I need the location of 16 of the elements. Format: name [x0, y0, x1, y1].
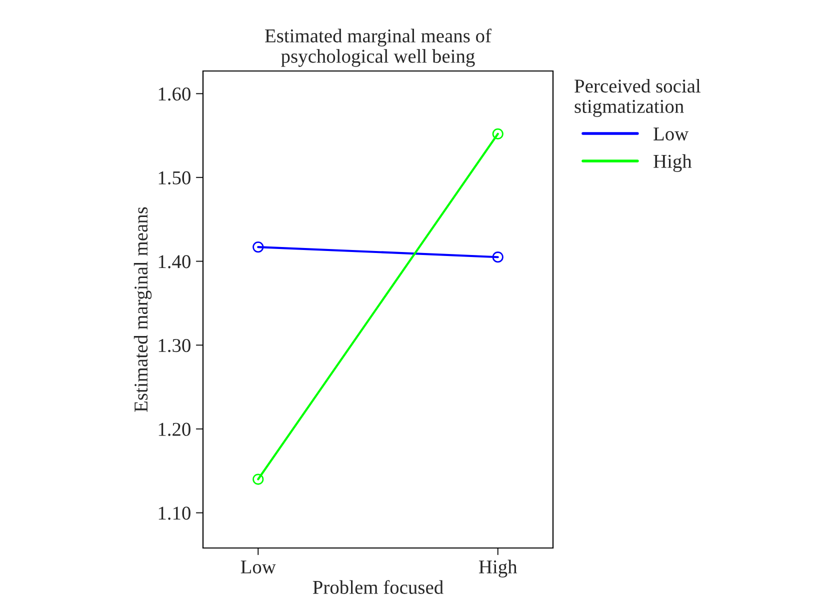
point: [252, 474, 264, 485]
y-tick-label: 1.60: [158, 87, 190, 101]
y-tick-label: 1.40: [158, 255, 190, 268]
y-axis-title: Estimated marginal means: [134, 207, 152, 412]
x-axis-title: Problem focused: [312, 580, 444, 594]
point: [252, 241, 264, 253]
y-tick-label: 1.10: [158, 506, 190, 520]
y-tick-label: 1.30: [158, 338, 190, 352]
point: [492, 252, 504, 263]
legend-label: High: [654, 154, 692, 172]
chart-title: Estimated marginal means of psychological well being: [265, 28, 492, 67]
point: [492, 128, 504, 140]
y-tick-label: 1.50: [158, 171, 190, 184]
legend-title: Perceived social stigmatization: [574, 78, 700, 117]
legend-label: Low: [654, 128, 689, 141]
y-tick-label: 1.20: [158, 422, 190, 436]
